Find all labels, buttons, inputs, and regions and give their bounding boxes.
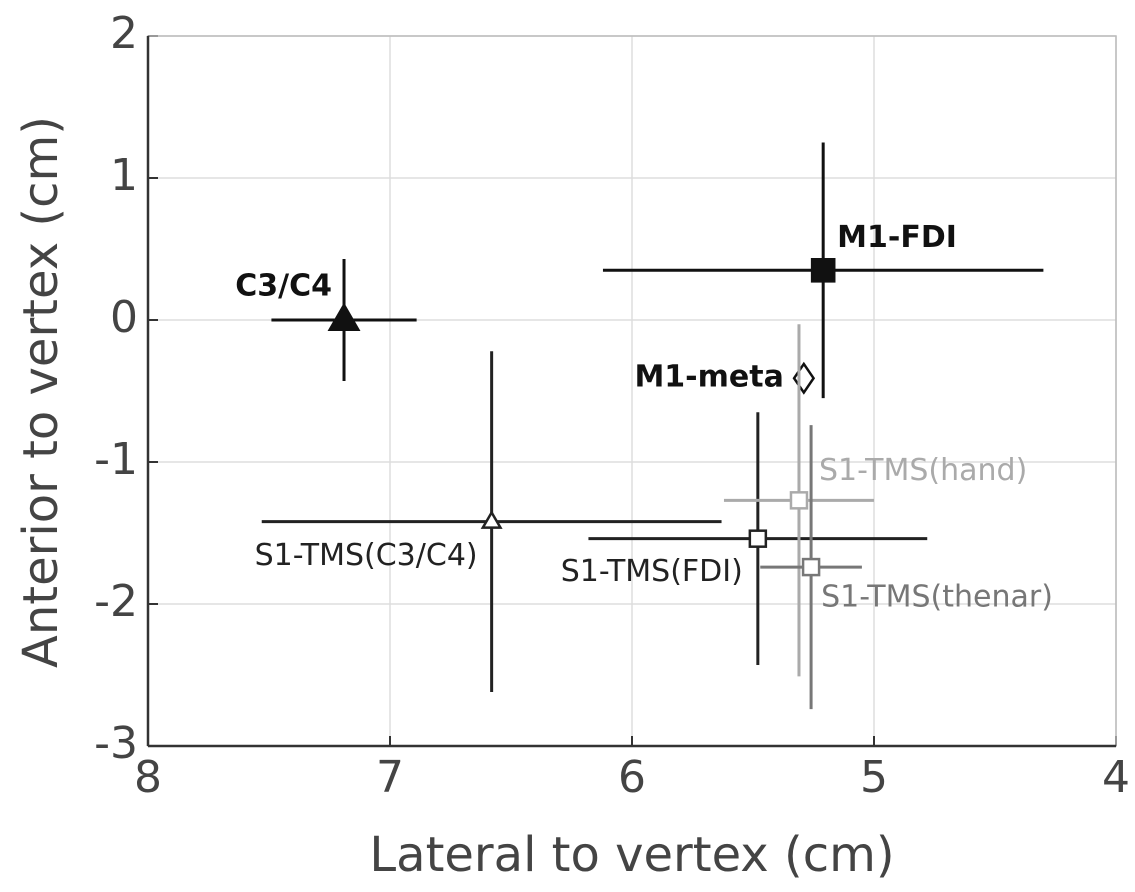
point-label: S1-TMS(thenar) — [821, 580, 1053, 615]
point-label: S1-TMS(hand) — [819, 453, 1027, 488]
x-tick-label: 5 — [860, 752, 888, 803]
point-label: S1-TMS(FDI) — [561, 554, 743, 589]
y-tick-label: -2 — [94, 576, 138, 627]
point — [748, 529, 768, 548]
point — [801, 557, 821, 577]
y-tick-label: 0 — [110, 292, 138, 343]
point — [810, 258, 836, 283]
x-tick-label: 4 — [1102, 752, 1130, 803]
point-label: S1-TMS(C3/C4) — [255, 538, 478, 573]
x-axis-label: Lateral to vertex (cm) — [369, 827, 894, 883]
x-tick-label: 7 — [376, 752, 404, 803]
point — [789, 491, 809, 510]
point-label: C3/C4 — [235, 269, 332, 304]
y-tick-label: 1 — [110, 150, 138, 201]
y-tick-label: -3 — [94, 718, 138, 769]
y-tick-label: 2 — [110, 8, 138, 59]
x-tick-label: 6 — [618, 752, 646, 803]
point — [327, 302, 361, 331]
point-label: M1-meta — [634, 360, 783, 395]
point — [792, 361, 816, 395]
y-tick-label: -1 — [94, 434, 138, 485]
point — [480, 509, 503, 529]
y-axis-label: Anterior to vertex (cm) — [13, 116, 69, 668]
point-label: M1-FDI — [837, 220, 957, 255]
x-tick-label: 8 — [134, 752, 162, 803]
